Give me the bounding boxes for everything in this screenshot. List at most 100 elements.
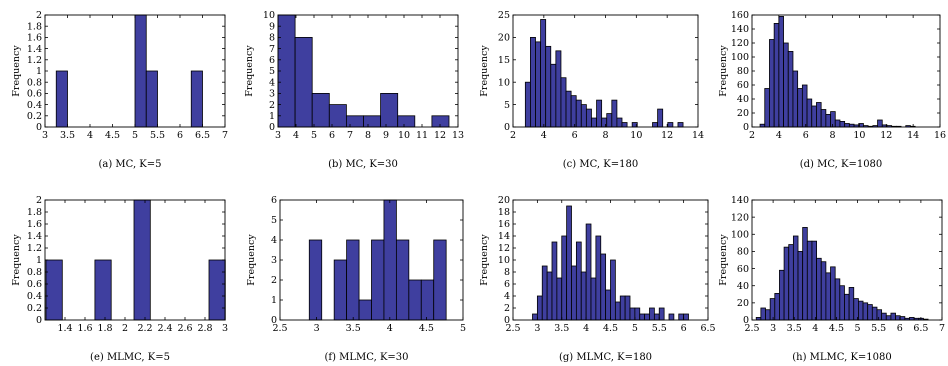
y-tick-label: 10 [498, 255, 510, 266]
histogram-panel-5: 1.4 1.6 1.8 2 2.2 2.4 2.6 2.8 300.20.40.60.811.2… [11, 195, 228, 363]
histogram-bar [806, 240, 813, 321]
histogram-bar [580, 271, 587, 321]
y-tick-label: 1.8 [27, 21, 42, 32]
histogram-bar [371, 239, 385, 321]
x-tick-label: 4.5 [419, 323, 434, 334]
histogram-bar [783, 246, 790, 321]
x-tick-label: 4.5 [603, 323, 618, 334]
y-tick-label: 1.2 [27, 243, 42, 254]
histogram-bar [858, 300, 864, 321]
histogram-bar [595, 235, 602, 321]
histogram-bar [769, 298, 776, 321]
histogram-bar [550, 63, 557, 128]
y-tick-label: 20 [737, 298, 749, 309]
histogram-bar [876, 309, 883, 321]
x-tick-label: 8 [602, 130, 608, 141]
x-tick-label: 6.5 [195, 130, 210, 141]
histogram-bar [678, 313, 685, 321]
y-axis-label: Frequency [244, 45, 255, 97]
x-tick-label: 6.5 [700, 323, 715, 334]
y-tick-label: 4 [269, 77, 275, 88]
y-axis-label: Frequency [479, 45, 490, 97]
histogram-bar [683, 313, 689, 321]
histogram-bar [644, 313, 650, 321]
x-tick-label: 14 [907, 130, 919, 141]
x-tick-label: 9 [383, 130, 389, 141]
histogram-bar [190, 70, 203, 128]
x-tick-label: 3.5 [60, 130, 75, 141]
y-tick-label: 1.2 [27, 55, 42, 66]
y-tick-label: 0.6 [27, 279, 42, 290]
histogram-bar [311, 93, 330, 128]
y-tick-label: 140 [731, 195, 749, 206]
histogram-panel-1: 3 3.5 4 4.5 5 5.5 6 6.5 7 00.20.40.60.811.21.41.6… [11, 10, 228, 170]
x-tick-label: 5 [311, 130, 317, 141]
histogram-bar [590, 277, 597, 321]
x-tick-label: 5 [132, 130, 138, 141]
y-tick-label: 1 [269, 111, 275, 122]
histogram-bar [328, 104, 347, 128]
histogram-bar [830, 266, 836, 321]
x-tick-label: 5 [632, 323, 638, 334]
histogram-bar [877, 119, 883, 128]
y-tick-label: 2 [269, 100, 275, 111]
y-tick-label: 120 [731, 212, 749, 223]
y-tick-label: 0.4 [27, 100, 42, 111]
histogram-bar [806, 98, 813, 128]
histogram-bar [769, 39, 775, 128]
panel-caption: (e) MLMC, K=5 [90, 352, 170, 363]
y-tick-label: 8 [504, 267, 510, 278]
y-tick-label: 3 [269, 89, 275, 100]
histogram-bar [133, 199, 151, 321]
histogram-bar [760, 307, 766, 321]
x-tick-label: 14 [692, 130, 704, 141]
x-tick-label: 13 [452, 130, 464, 141]
x-tick-label: 3 [534, 323, 540, 334]
y-tick-label: 100 [731, 229, 749, 240]
y-tick-label: 0.8 [27, 267, 42, 278]
histogram-bar [134, 14, 147, 128]
histogram-bar [778, 15, 784, 128]
x-tick-label: 4.5 [829, 323, 844, 334]
x-tick-label: 2.6 [177, 323, 192, 334]
y-tick-label: 20 [498, 33, 510, 44]
x-tick-label: 3.5 [346, 323, 361, 334]
histogram-bar [792, 235, 799, 321]
x-tick-label: 2.2 [137, 323, 152, 334]
histogram-bar [811, 105, 817, 128]
y-tick-label: 9 [269, 21, 275, 32]
histogram-bar [783, 42, 789, 128]
y-tick-label: 0 [743, 315, 749, 326]
histogram-bar [862, 302, 869, 321]
y-tick-label: 1.4 [27, 231, 42, 242]
histogram-bar [653, 313, 660, 321]
x-tick-label: 2.8 [197, 323, 212, 334]
y-tick-label: 0 [504, 122, 510, 133]
histogram-bar [816, 257, 822, 321]
histogram-bar [540, 19, 547, 128]
histogram-bar [881, 312, 887, 321]
y-tick-label: 14 [498, 231, 510, 242]
x-tick-label: 1.4 [57, 323, 72, 334]
histogram-panel-3: 2 4 6 8 10 12 14 0 5 10 15 20 25 Frequency (c) MC, K=1… [479, 10, 704, 170]
y-tick-label: 40 [737, 281, 749, 292]
histogram-bar [774, 293, 780, 321]
histogram-bar [346, 239, 360, 321]
y-tick-label: 25 [498, 10, 510, 21]
x-tick-label: 5 [855, 323, 861, 334]
y-tick-label: 20 [737, 108, 749, 119]
y-tick-label: 20 [498, 195, 510, 206]
histogram-bar [629, 307, 636, 321]
panel-caption: (g) MLMC, K=180 [559, 352, 652, 363]
x-tick-label: 2 [510, 130, 516, 141]
y-tick-label: 2 [271, 275, 277, 286]
x-tick-label: 2 [749, 130, 755, 141]
histogram-bar [561, 235, 568, 321]
histogram-bar [885, 315, 892, 321]
y-tick-label: 6 [269, 55, 275, 66]
x-tick-label: 2.4 [157, 323, 172, 334]
histogram-bar [801, 84, 808, 128]
y-tick-label: 1.6 [27, 33, 42, 44]
histogram-bar [779, 269, 785, 321]
histogram-bar [546, 271, 553, 321]
